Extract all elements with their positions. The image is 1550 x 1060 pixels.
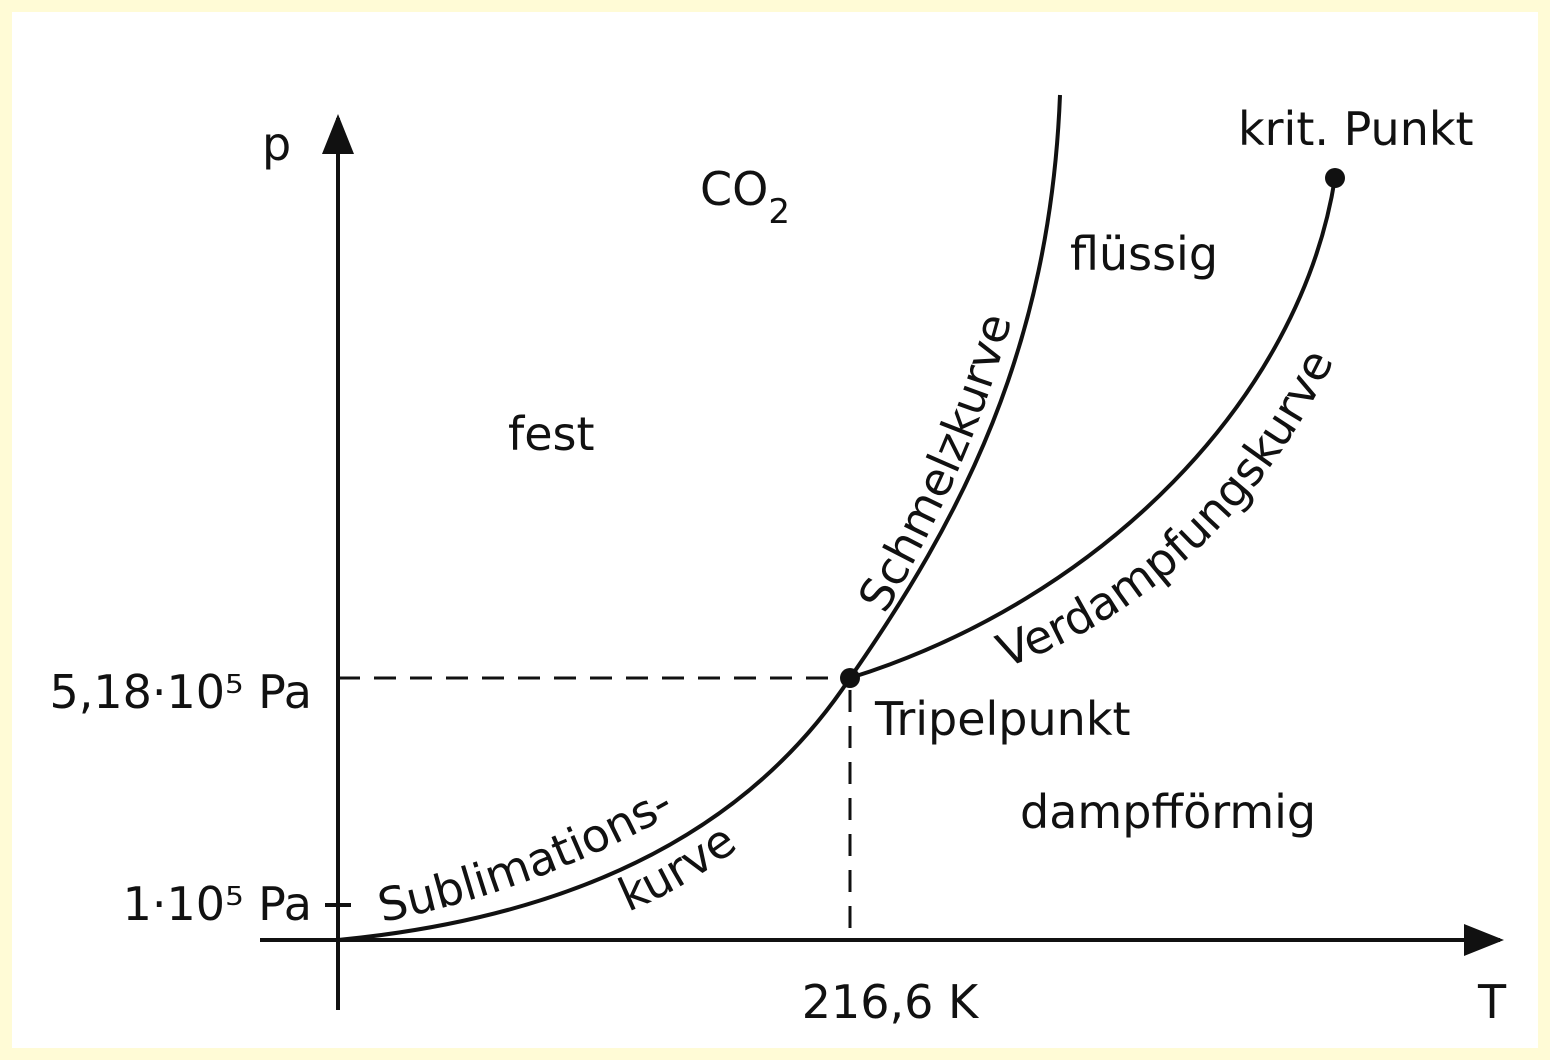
y-axis-label: p — [262, 117, 291, 171]
melting-curve — [848, 94, 1062, 680]
region-label: flüssig — [1070, 227, 1218, 281]
region-label: dampfförmig — [1020, 785, 1316, 839]
substance: CO2 — [700, 162, 790, 232]
triple-point — [840, 668, 860, 688]
sublimation-curve — [337, 676, 852, 942]
y-tick-label: 1·10⁵ Pa — [123, 877, 312, 931]
x-axis-label: T — [1477, 975, 1507, 1029]
y-tick-label: 5,18·10⁵ Pa — [49, 665, 312, 719]
x-tick-label: 216,6 K — [802, 975, 980, 1029]
critical-point — [1325, 168, 1345, 188]
point-label: krit. Punkt — [1238, 102, 1474, 156]
subscript: 2 — [768, 192, 790, 232]
canvas — [12, 12, 1538, 1048]
vaporization-curve — [849, 177, 1337, 680]
region-label: fest — [508, 407, 595, 461]
point-label: Tripelpunkt — [874, 692, 1131, 746]
formula: CO — [700, 162, 768, 216]
